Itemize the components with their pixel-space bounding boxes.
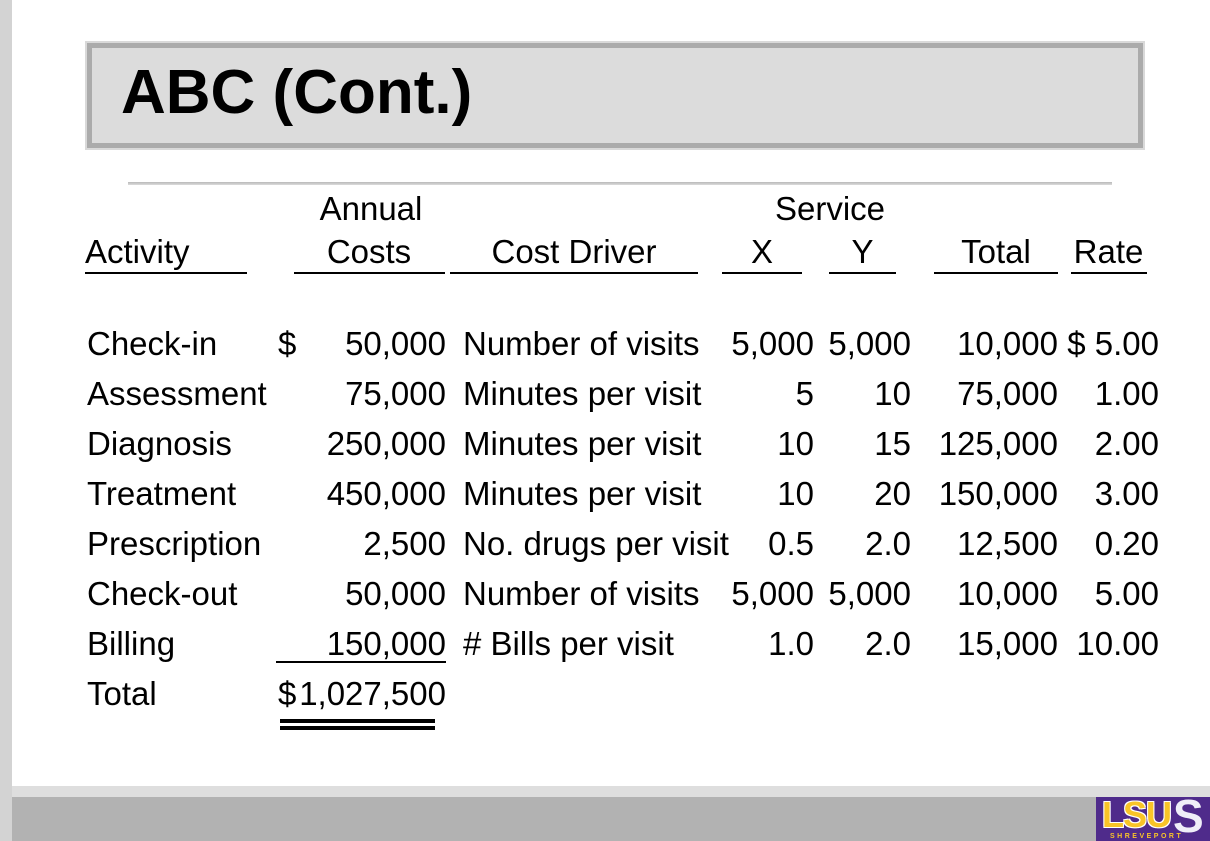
- cost-driver-cell: Number of visits: [463, 575, 700, 612]
- total-label: Total: [87, 675, 157, 712]
- header-costs: Costs: [293, 232, 445, 274]
- table-header-row-top: Annual Service: [85, 186, 1159, 232]
- rate-cell: 10.00: [1076, 625, 1159, 662]
- rate-cell: 2.00: [1094, 425, 1159, 462]
- cost-driver-cell: Number of visits: [463, 325, 700, 362]
- rate-cell: 0.20: [1094, 525, 1159, 562]
- x-cell: 5: [795, 375, 814, 412]
- table-row-diagnosis: Diagnosis 250,000 Minutes per visit 10 1…: [85, 419, 1159, 469]
- total-cell: 75,000: [957, 375, 1058, 412]
- header-x: X: [722, 232, 802, 274]
- activity-cell: Prescription: [87, 525, 262, 562]
- activity-cell: Check-out: [87, 575, 238, 612]
- x-cell: 10: [777, 425, 814, 462]
- annual-cost-cell: 450,000: [326, 475, 446, 512]
- dollar-sign: $: [278, 675, 297, 712]
- rate-cell: $ 5.00: [1067, 325, 1159, 362]
- slide-title-box: ABC (Cont.): [87, 43, 1143, 148]
- x-cell: 1.0: [768, 625, 814, 662]
- table-body: Check-in $50,000 Number of visits 5,000 …: [85, 319, 1159, 730]
- total-cell: 125,000: [938, 425, 1058, 462]
- header-service: Service: [774, 190, 886, 227]
- cost-driver-cell: Minutes per visit: [463, 425, 702, 462]
- annual-cost-cell: 2,500: [363, 525, 446, 562]
- y-cell: 2.0: [865, 525, 911, 562]
- header-total: Total: [934, 232, 1058, 274]
- y-cell: 5,000: [828, 325, 911, 362]
- cost-driver-cell: No. drugs per visit: [463, 525, 729, 562]
- rate-cell: 5.00: [1094, 575, 1159, 612]
- total-cell: 15,000: [957, 625, 1058, 662]
- activity-cell: Diagnosis: [87, 425, 232, 462]
- y-cell: 2.0: [865, 625, 911, 662]
- cost-driver-cell: Minutes per visit: [463, 375, 702, 412]
- x-cell: 5,000: [731, 575, 814, 612]
- cost-driver-cell: # Bills per visit: [463, 625, 674, 662]
- title-divider-line: [128, 182, 1112, 185]
- rate-cell: 3.00: [1094, 475, 1159, 512]
- activity-cell: Treatment: [87, 475, 237, 512]
- header-activity: Activity: [85, 232, 247, 274]
- lsus-logo-wordmark: LSU S: [1096, 797, 1210, 841]
- viewer-bottom-bar: [12, 797, 1210, 841]
- lsu-letters: LSU: [1102, 797, 1172, 835]
- viewer-left-gutter: [0, 0, 12, 841]
- x-cell: 10: [777, 475, 814, 512]
- annual-cost-cell: 250,000: [326, 425, 446, 462]
- y-cell: 10: [874, 375, 911, 412]
- y-cell: 15: [874, 425, 911, 462]
- table-header-row: Activity Costs Cost Driver X Y Total Rat…: [85, 232, 1159, 274]
- total-cell: 10,000: [957, 575, 1058, 612]
- grand-total-cell: $1,027,500: [278, 669, 446, 730]
- table-row-check-in: Check-in $50,000 Number of visits 5,000 …: [85, 319, 1159, 369]
- header-rate: Rate: [1070, 232, 1147, 274]
- annual-cost-cell: 150,000: [276, 619, 446, 669]
- lsus-s-letter: S: [1173, 797, 1204, 841]
- annual-cost-cell: $50,000: [278, 319, 446, 369]
- header-annual: Annual: [319, 190, 423, 227]
- x-cell: 5,000: [731, 325, 814, 362]
- activity-cell: Billing: [87, 625, 176, 662]
- y-cell: 5,000: [828, 575, 911, 612]
- annual-cost-cell: 75,000: [345, 375, 446, 412]
- total-cell: 150,000: [938, 475, 1058, 512]
- cost-driver-cell: Minutes per visit: [463, 475, 702, 512]
- abc-costing-table: Annual Service Activity Costs Cost Drive…: [85, 186, 1159, 730]
- x-cell: 0.5: [768, 525, 814, 562]
- shreveport-label: SHREVEPORT: [1110, 833, 1184, 840]
- dollar-sign: $: [278, 325, 297, 362]
- activity-cell: Check-in: [87, 325, 218, 362]
- y-cell: 20: [874, 475, 911, 512]
- total-cell: 10,000: [957, 325, 1058, 362]
- rate-cell: 1.00: [1094, 375, 1159, 412]
- table-row-total: Total $1,027,500: [85, 669, 1159, 730]
- slide-title: ABC (Cont.): [121, 58, 473, 127]
- table-row-assessment: Assessment 75,000 Minutes per visit 5 10…: [85, 369, 1159, 419]
- table-row-billing: Billing 150,000 # Bills per visit 1.0 2.…: [85, 619, 1159, 669]
- table-row-treatment: Treatment 450,000 Minutes per visit 10 2…: [85, 469, 1159, 519]
- header-cost-driver: Cost Driver: [450, 232, 698, 274]
- activity-cell: Assessment: [87, 375, 267, 412]
- header-y: Y: [829, 232, 896, 274]
- table-row-check-out: Check-out 50,000 Number of visits 5,000 …: [85, 569, 1159, 619]
- total-cell: 12,500: [957, 525, 1058, 562]
- annual-cost-cell: 50,000: [345, 575, 446, 612]
- table-row-prescription: Prescription 2,500 No. drugs per visit 0…: [85, 519, 1159, 569]
- lsus-logo: LSU S SHREVEPORT: [1096, 797, 1210, 841]
- viewer-bottom-strip: [12, 786, 1210, 797]
- double-underline-rule: [280, 719, 435, 730]
